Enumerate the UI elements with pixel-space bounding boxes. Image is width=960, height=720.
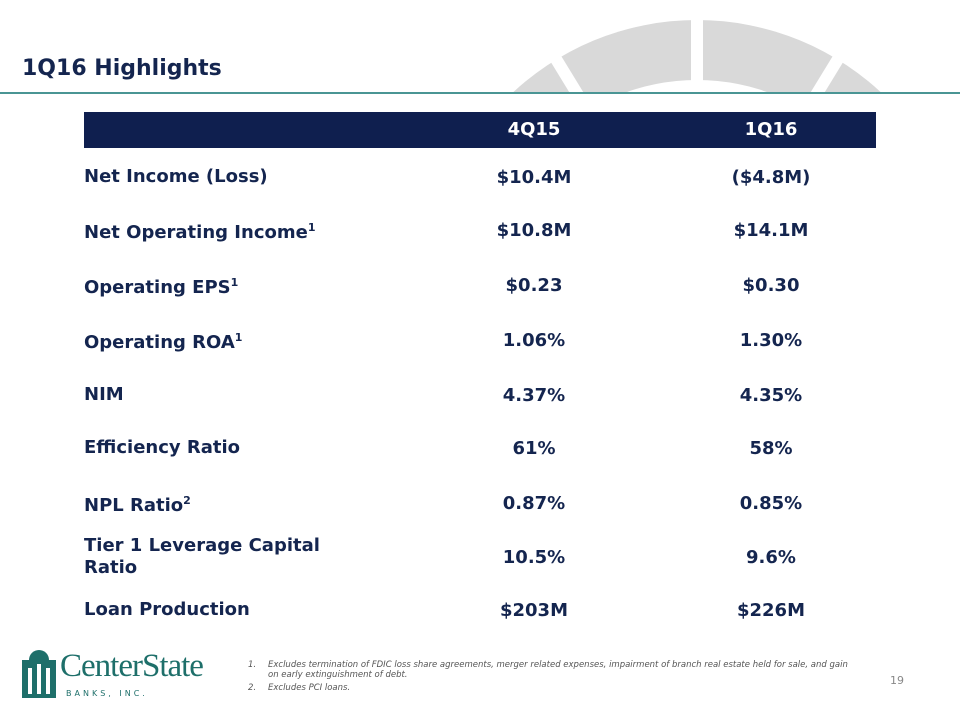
decoration <box>513 0 881 92</box>
page-number: 19 <box>890 674 904 687</box>
label-text: Loan Production <box>84 599 250 621</box>
row-label: Net Operating Income1 <box>84 205 374 255</box>
table-row: Net Operating Income1 $10.8M $14.1M <box>84 205 876 255</box>
footnote-text: Excludes PCI loans. <box>268 683 351 693</box>
cell-value: 9.6% <box>746 546 796 568</box>
label-text: Net Operating Income1 <box>84 217 315 244</box>
cell-value: $14.1M <box>733 219 809 241</box>
footnote-number: 1. <box>248 660 257 670</box>
label-text: Operating ROA <box>84 331 235 353</box>
footnote-ref: 1 <box>234 330 243 344</box>
footnote: 2. Excludes PCI loans. <box>248 683 848 693</box>
table-header: 4Q15 1Q16 <box>84 112 876 148</box>
row-label: Operating EPS1 <box>84 260 374 310</box>
table-row: Loan Production $203M $226M <box>84 585 876 635</box>
label-text: Operating EPS <box>84 276 231 298</box>
footnote-ref: 2 <box>183 493 191 507</box>
row-label: Operating ROA1 <box>84 315 374 365</box>
column-header: 4Q15 <box>507 119 561 140</box>
footnote: 1. Excludes termination of FDIC loss shar… <box>248 660 848 680</box>
label-text: NPL Ratio <box>84 494 184 516</box>
cell-value: ($4.8M) <box>731 166 811 188</box>
row-label: Loan Production <box>84 585 374 635</box>
row-label: NIM <box>84 370 374 420</box>
column-header: 1Q16 <box>744 119 798 140</box>
table-row: Operating EPS1 $0.23 $0.30 <box>84 260 876 310</box>
title-rule <box>0 92 960 94</box>
cell-value: 1.30% <box>739 329 803 351</box>
footnote-ref: 1 <box>230 275 239 289</box>
cell-value: 61% <box>512 437 556 459</box>
label-text: Net Income (Loss) <box>84 166 268 188</box>
label-text: NIM <box>84 384 124 406</box>
label-text: Efficiency Ratio <box>84 437 241 458</box>
footnote-text: Excludes termination of FDIC loss share … <box>268 660 848 680</box>
row-label: Net Income (Loss) <box>84 152 374 202</box>
cell-value: 0.85% <box>739 492 803 514</box>
cell-value: $0.30 <box>742 274 800 296</box>
label-text: Tier 1 Leverage Capital Ratio <box>84 535 374 579</box>
table-row: NPL Ratio2 0.87% 0.85% <box>84 478 876 528</box>
label-text: Loan Production <box>84 599 250 620</box>
cell-value: 10.5% <box>502 546 566 568</box>
label-text: NIM <box>84 384 124 405</box>
label-text: Net Operating Income <box>84 221 308 243</box>
table-row: Net Income (Loss) $10.4M ($4.8M) <box>84 152 876 202</box>
row-label: Tier 1 Leverage Capital Ratio <box>84 532 374 582</box>
label-text: Operating EPS1 <box>84 272 238 299</box>
cell-value: $0.23 <box>505 274 563 296</box>
footnote-number: 2. <box>248 683 257 693</box>
label-text: Efficiency Ratio <box>84 437 240 459</box>
table-row: Efficiency Ratio 61% 58% <box>84 423 876 473</box>
label-text: Net Income (Loss) <box>84 166 268 187</box>
table-row: Operating ROA1 1.06% 1.30% <box>84 315 876 365</box>
row-label: Efficiency Ratio <box>84 423 374 473</box>
footnote-ref: 1 <box>307 220 316 234</box>
cell-value: 0.87% <box>502 492 566 514</box>
cell-value: $226M <box>736 599 805 621</box>
cell-value: 4.37% <box>502 384 566 406</box>
title: 1Q16 Highlights <box>22 56 222 81</box>
label-text: NPL Ratio2 <box>84 490 191 517</box>
label-text: Tier 1 Leverage Capital Ratio <box>84 535 320 578</box>
cell-value: 1.06% <box>502 329 566 351</box>
cell-value: 58% <box>749 437 793 459</box>
row-label: NPL Ratio2 <box>84 478 374 528</box>
table-row: NIM 4.37% 4.35% <box>84 370 876 420</box>
footnotes: 1. Excludes termination of FDIC loss shar… <box>248 660 848 696</box>
cell-value: $203M <box>499 599 568 621</box>
cell-value: $10.4M <box>496 166 572 188</box>
logo-icon <box>22 650 56 698</box>
label-text: Operating ROA1 <box>84 327 242 354</box>
cell-value: $10.8M <box>496 219 572 241</box>
cell-value: 4.35% <box>739 384 803 406</box>
table-row: Tier 1 Leverage Capital Ratio 10.5% 9.6% <box>84 532 876 582</box>
logo-name: CenterState <box>60 648 204 684</box>
logo-sub: BANKS, INC. <box>66 689 148 698</box>
